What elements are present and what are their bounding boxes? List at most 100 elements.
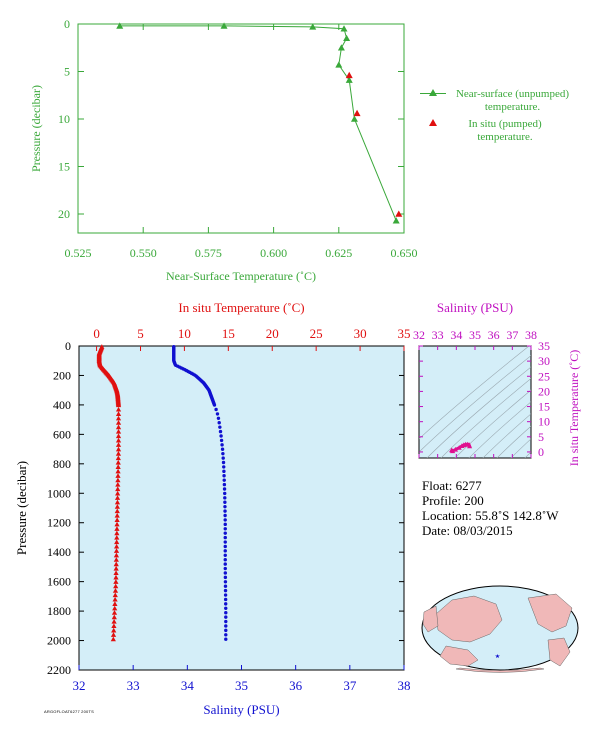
- temperature-profile-point: [115, 446, 122, 452]
- salinity-profile-point: [219, 434, 223, 438]
- pressure-tick-label: 2200: [47, 663, 71, 677]
- unpumped-temperature-point: [116, 22, 124, 29]
- density-contour: [581, 346, 601, 458]
- salinity-tick-label: 37: [343, 678, 357, 693]
- legend-label-unpumped: Near-surface (unpumped) temperature.: [455, 88, 570, 113]
- temperature-profile-point: [115, 459, 121, 465]
- ts-y-tick-label: 15: [538, 400, 550, 414]
- ts-x-tick-label: 35: [469, 328, 481, 342]
- salinity-profile-point: [219, 438, 224, 443]
- pressure-tick-label: 2000: [47, 634, 71, 648]
- top-x-tick-label: 0.650: [391, 246, 418, 260]
- temperature-profile-point: [114, 517, 120, 523]
- temperature-profile-point: [115, 402, 122, 408]
- pressure-tick-label: 1600: [47, 575, 71, 589]
- density-contour: [524, 451, 531, 458]
- temperature-profile-point: [113, 557, 119, 562]
- temperature-profile-point: [115, 473, 121, 478]
- temperature-tick-label: 25: [310, 326, 323, 341]
- density-contour: [454, 389, 531, 458]
- salinity-profile-point: [218, 429, 223, 434]
- temperature-tick-label: 10: [178, 326, 191, 341]
- pressure-tick-label: 800: [53, 457, 71, 471]
- temperature-profile-point: [114, 539, 120, 545]
- ts-y-tick-label: 10: [538, 415, 550, 429]
- ts-y-tick-label: 0: [538, 445, 544, 459]
- temperature-profile-point: [115, 481, 121, 487]
- salinity-profile-point: [223, 522, 227, 527]
- ts-x-tick-label: 36: [488, 328, 500, 342]
- temperature-profile-point: [114, 512, 120, 518]
- salinity-profile-point: [223, 535, 227, 540]
- salinity-profile-point: [222, 487, 227, 491]
- pressure-tick-label: 1000: [47, 486, 71, 500]
- unpumped-temperature-point: [343, 34, 351, 42]
- top-y-tick-label: 10: [58, 112, 70, 126]
- ts-y-tick-label: 35: [538, 339, 550, 353]
- salinity-profile-point: [223, 557, 227, 562]
- salinity-tick-label: 38: [398, 678, 411, 693]
- top-y-tick-label: 5: [64, 65, 70, 79]
- pressure-tick-label: 400: [53, 398, 71, 412]
- temperature-profile-point: [113, 552, 120, 558]
- salinity-profile-point: [223, 531, 227, 535]
- profile-y-axis-title: Pressure (decibar): [14, 461, 29, 555]
- salinity-profile-point: [221, 456, 225, 460]
- temperature-profile-point: [115, 415, 122, 421]
- density-contour: [510, 438, 531, 458]
- float-location: Location: 55.8˚S 142.8˚W: [422, 508, 559, 523]
- density-contour: [440, 378, 531, 458]
- temperature-profile-point: [114, 508, 120, 514]
- salinity-profile-point: [221, 451, 225, 456]
- temperature-profile-point: [112, 588, 119, 593]
- salinity-profile-point: [223, 571, 228, 575]
- unpumped-temperature-point: [345, 76, 353, 83]
- salinity-tick-label: 33: [127, 678, 140, 693]
- salinity-profile-point: [224, 615, 228, 619]
- salinity-profile-point: [222, 474, 226, 478]
- temperature-profile-point: [112, 596, 118, 602]
- salinity-profile-point: [224, 602, 228, 606]
- temperature-profile-point: [115, 411, 122, 416]
- map-landmass-antarctica: [455, 667, 545, 673]
- salinity-profile-point: [223, 549, 227, 553]
- salinity-profile-point: [223, 500, 227, 504]
- top-x-tick-label: 0.575: [195, 246, 222, 260]
- salinity-profile-point: [224, 606, 228, 610]
- unpumped-temperature-point: [392, 217, 400, 224]
- temperature-profile-point: [114, 495, 121, 500]
- temperature-profile-point: [112, 601, 118, 606]
- salinity-profile-point: [223, 593, 228, 597]
- density-contour: [496, 425, 531, 458]
- ts-y-tick-label: 20: [538, 384, 550, 398]
- temperature-profile-point: [113, 574, 119, 580]
- temperature-profile-point: [115, 464, 121, 469]
- density-contour: [419, 355, 531, 453]
- salinity-tick-label: 36: [289, 678, 303, 693]
- temperature-profile-point: [113, 548, 120, 553]
- salinity-profile-point: [223, 584, 228, 588]
- temperature-profile-point: [114, 499, 121, 505]
- temperature-profile-point: [114, 530, 120, 536]
- temperature-profile-point: [114, 521, 120, 527]
- salinity-profile-point: [223, 513, 227, 518]
- temperature-profile-point: [113, 570, 119, 576]
- top-x-axis-title: Near-Surface Temperature (˚C): [166, 269, 316, 283]
- float-info-block: Float: 6277 Profile: 200 Location: 55.8˚…: [422, 478, 558, 538]
- ts-y-axis-title: In situ Temperature (˚C): [567, 350, 581, 467]
- salinity-tick-label: 34: [181, 678, 195, 693]
- temperature-profile-point: [112, 605, 118, 611]
- ts-x-tick-label: 34: [450, 328, 462, 342]
- top-y-tick-label: 20: [58, 207, 70, 221]
- salinity-profile-point: [224, 624, 228, 628]
- salinity-profile-point: [221, 460, 226, 465]
- pressure-tick-label: 1400: [47, 545, 71, 559]
- top-x-tick-label: 0.525: [65, 246, 92, 260]
- temperature-profile-point: [115, 451, 122, 456]
- temperature-profile-point: [114, 504, 120, 509]
- pumped-temperature-point: [395, 210, 403, 217]
- map-landmass-australia: [439, 645, 479, 667]
- salinity-profile-point: [217, 421, 221, 425]
- salinity-profile-point: [223, 504, 227, 509]
